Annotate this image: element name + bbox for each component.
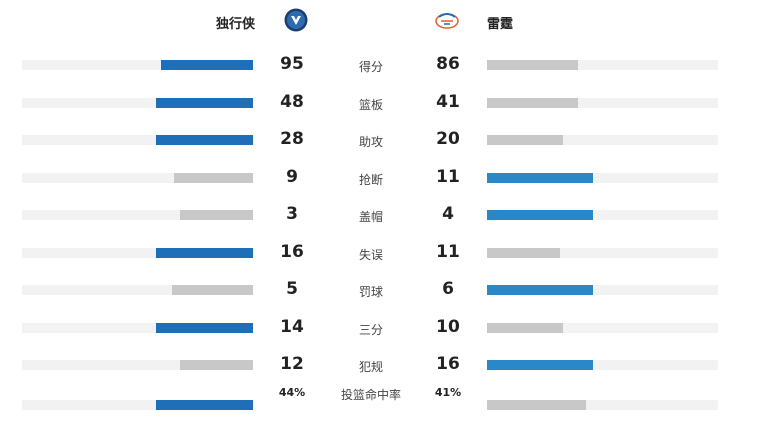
right-stat-bar: [487, 322, 563, 333]
left-bar-track: [22, 135, 253, 145]
right-stat-value: 41%: [434, 386, 462, 399]
left-stat-value: 95: [280, 54, 304, 74]
match-header: 独行侠 雷霆: [0, 0, 757, 44]
left-stat-bar: [156, 97, 253, 108]
right-stat-value: 86: [436, 54, 460, 74]
stat-row: 9 抢断 11: [0, 159, 757, 196]
right-stat-value: 16: [436, 354, 460, 374]
stat-row: 95 得分 86: [0, 46, 757, 83]
mavericks-logo-icon: [284, 8, 308, 32]
stat-row: 12 犯规 16: [0, 346, 757, 383]
stat-row: 14 三分 10: [0, 309, 757, 346]
left-stat-value: 5: [286, 279, 298, 299]
stat-label: 得分: [358, 60, 383, 74]
left-team-name: 独行侠: [215, 17, 255, 32]
left-bar-track: [22, 285, 253, 295]
left-stat-value: 3: [286, 204, 298, 224]
left-stat-value: 9: [286, 166, 298, 187]
right-stat-bar: [487, 400, 586, 410]
left-stat-bar: [180, 360, 253, 370]
right-stat-value: 10: [436, 316, 460, 337]
left-stat-bar: [172, 285, 253, 295]
left-stat-value: 12: [280, 354, 304, 374]
right-team-name: 雷霆: [487, 17, 514, 32]
stat-label: 助攻: [358, 135, 383, 149]
right-stat-value: 41: [436, 91, 460, 112]
right-stat-value: 11: [436, 241, 460, 262]
right-bar-track: [487, 247, 718, 258]
left-bar-track: [22, 60, 253, 70]
right-bar-track: [487, 322, 718, 333]
right-stat-value: 6: [442, 279, 454, 299]
left-stat-bar: [161, 60, 253, 70]
stat-label: 投篮命中率: [341, 388, 402, 402]
left-stat-bar: [156, 400, 253, 410]
right-stat-value: 20: [436, 129, 460, 149]
right-stat-bar: [487, 247, 560, 258]
right-bar-track: [487, 210, 718, 220]
stat-row: 16 失误 11: [0, 234, 757, 271]
left-stat-value: 28: [280, 129, 304, 149]
right-stat-bar: [487, 60, 578, 70]
right-stat-bar: [487, 135, 563, 145]
stat-label: 盖帽: [358, 210, 383, 224]
right-stat-bar: [487, 210, 593, 220]
thunder-logo-icon: [435, 13, 459, 29]
left-bar-track: [22, 322, 253, 333]
left-stat-bar: [180, 210, 253, 220]
stat-row: 3 盖帽 4: [0, 196, 757, 233]
stat-label: 罚球: [358, 285, 383, 299]
left-stat-value: 14: [280, 316, 304, 337]
right-bar-track: [487, 172, 718, 183]
left-bar-track: [22, 360, 253, 370]
left-stat-bar: [156, 135, 253, 145]
right-stat-bar: [487, 172, 593, 183]
right-bar-track: [487, 97, 718, 108]
left-bar-track: [22, 210, 253, 220]
right-bar-track: [487, 360, 718, 370]
left-bar-track: [22, 97, 253, 108]
left-stat-value: 44%: [278, 386, 306, 399]
stat-label: 篮板: [358, 97, 383, 112]
right-stat-value: 11: [436, 166, 460, 187]
stat-label: 抢断: [358, 172, 383, 187]
right-stat-value: 4: [442, 204, 454, 224]
left-stat-bar: [156, 247, 253, 258]
left-stat-bar: [156, 322, 253, 333]
left-stat-value: 48: [280, 91, 304, 112]
stat-row: 48 篮板 41: [0, 84, 757, 121]
left-stat-bar: [174, 172, 253, 183]
stat-label: 三分: [358, 322, 383, 337]
right-stat-bar: [487, 97, 578, 108]
right-bar-track: [487, 135, 718, 145]
right-stat-bar: [487, 360, 593, 370]
left-stat-value: 16: [280, 241, 304, 262]
right-bar-track: [487, 285, 718, 295]
right-bar-track: [487, 400, 718, 410]
stat-row: 28 助攻 20: [0, 121, 757, 158]
right-stat-bar: [487, 285, 593, 295]
left-bar-track: [22, 247, 253, 258]
right-bar-track: [487, 60, 718, 70]
stat-row: 5 罚球 6: [0, 271, 757, 308]
left-bar-track: [22, 172, 253, 183]
stat-label: 犯规: [358, 360, 383, 374]
left-bar-track: [22, 400, 253, 410]
stat-row: 44% 投篮命中率 41%: [0, 386, 757, 423]
stat-label: 失误: [358, 247, 383, 262]
